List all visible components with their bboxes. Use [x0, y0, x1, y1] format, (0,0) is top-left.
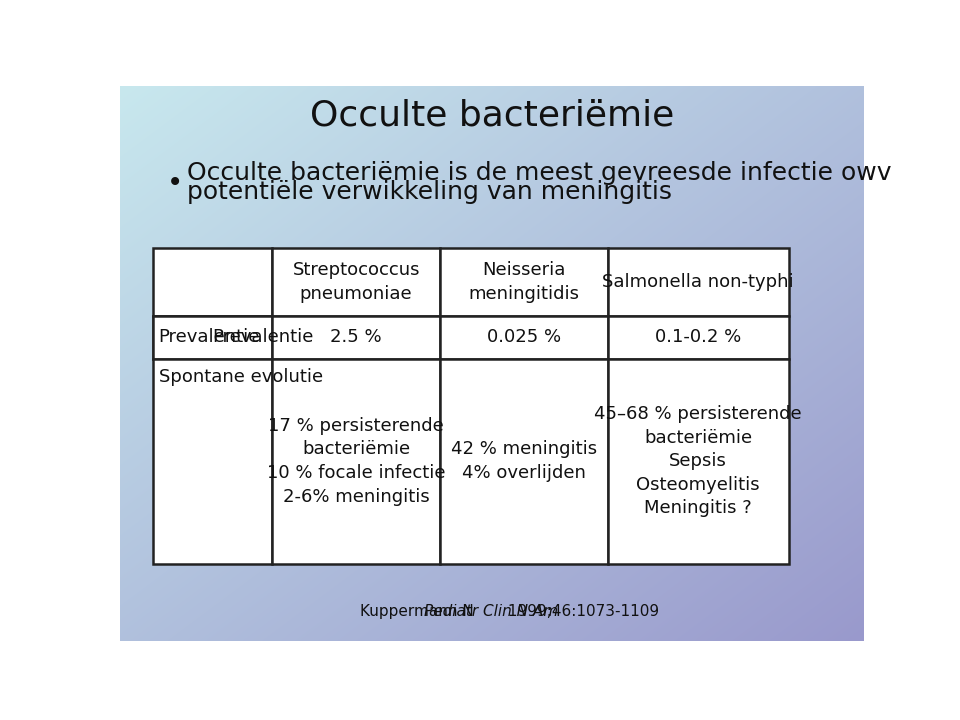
Bar [153, 359, 273, 564]
Text: 0.025 %: 0.025 % [487, 328, 561, 346]
Text: Prevalentie: Prevalentie [212, 328, 314, 346]
Text: Occulte bacteriëmie is de meest gevreesde infectie owv: Occulte bacteriëmie is de meest gevreesd… [186, 161, 891, 186]
Text: Spontane evolutie: Spontane evolutie [158, 368, 323, 386]
Text: Pediatr Clin N Am: Pediatr Clin N Am [423, 604, 558, 619]
Text: 42 % meningitis
4% overlijden: 42 % meningitis 4% overlijden [451, 441, 597, 482]
Bar [273, 248, 440, 316]
Text: Streptococcus
pneumoniae: Streptococcus pneumoniae [293, 261, 420, 303]
Bar [608, 359, 789, 564]
Bar [153, 316, 273, 359]
Text: Kuppermann N: Kuppermann N [360, 604, 479, 619]
Bar [153, 248, 273, 316]
Text: Neisseria
meningitidis: Neisseria meningitidis [468, 261, 579, 303]
Bar [440, 248, 608, 316]
Text: Salmonella non-typhi: Salmonella non-typhi [603, 273, 794, 291]
Text: 45–68 % persisterende
bacteriëmie
Sepsis
Osteomyelitis
Meningitis ?: 45–68 % persisterende bacteriëmie Sepsis… [594, 405, 803, 518]
Text: 1999;46:1073-1109: 1999;46:1073-1109 [503, 604, 659, 619]
Bar [153, 316, 273, 359]
Text: potentiële verwikkeling van meningitis: potentiële verwikkeling van meningitis [186, 180, 672, 204]
Text: •: • [166, 168, 182, 197]
Text: Occulte bacteriëmie: Occulte bacteriëmie [310, 99, 674, 132]
Bar [440, 359, 608, 564]
Bar [608, 248, 789, 316]
Text: Prevalentie: Prevalentie [158, 328, 260, 346]
Text: 0.1-0.2 %: 0.1-0.2 % [655, 328, 741, 346]
Text: 2.5 %: 2.5 % [330, 328, 382, 346]
Bar [608, 316, 789, 359]
Text: 17 % persisterende
bacteriëmie
10 % focale infectie
2-6% meningitis: 17 % persisterende bacteriëmie 10 % foca… [267, 417, 445, 505]
Bar [273, 359, 440, 564]
Bar [273, 316, 440, 359]
Bar [440, 316, 608, 359]
